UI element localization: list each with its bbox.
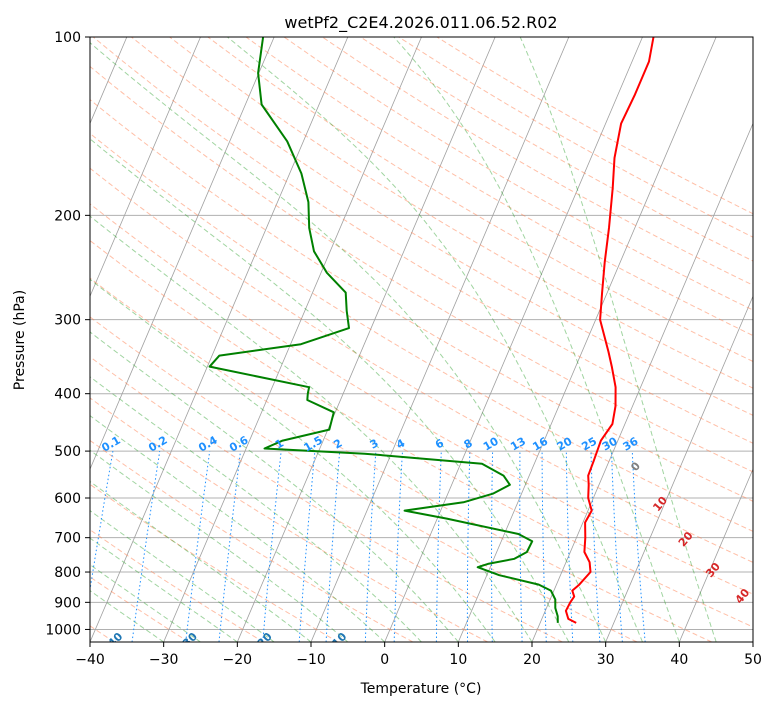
isotherm-line xyxy=(90,37,201,298)
x-tick-label: 0 xyxy=(380,652,389,668)
isotherm-line xyxy=(163,37,422,642)
dry-adiabat-line xyxy=(245,37,753,337)
isotherm-line xyxy=(457,37,717,642)
y-tick-label: 100 xyxy=(54,30,81,46)
isobar-grid xyxy=(90,37,753,630)
mixing-ratio-line xyxy=(298,451,316,642)
dry-adiabat-line xyxy=(90,439,414,642)
y-tick-label: 800 xyxy=(54,565,81,581)
dry-adiabat-line xyxy=(207,37,753,363)
x-tick-label: −20 xyxy=(223,652,253,668)
y-tick-label: 200 xyxy=(54,208,81,224)
x-tick-label: 30 xyxy=(597,652,615,668)
moist-adiabat-line xyxy=(393,37,680,642)
dry-adiabat-line xyxy=(90,483,339,642)
isotherm-line xyxy=(384,37,643,642)
temperature-profile-line xyxy=(564,37,655,624)
x-axis-label: Temperature (°C) xyxy=(360,681,482,697)
moist-adiabats xyxy=(90,37,717,642)
mixing-ratio-line xyxy=(262,451,282,642)
moist-adiabat-line xyxy=(90,138,570,642)
y-tick-label: 400 xyxy=(54,387,81,403)
dry-adiabat-line xyxy=(90,356,563,642)
dry-adiabat-line xyxy=(90,316,638,642)
y-tick-label: 900 xyxy=(54,595,81,611)
isotherm-grid xyxy=(90,37,753,642)
chart-title: wetPf2_C2E4.2026.011.06.52.R02 xyxy=(284,13,557,33)
dry-adiabats xyxy=(90,37,753,642)
moist-adiabat-line xyxy=(90,278,496,642)
isotherm-line xyxy=(605,295,753,642)
isotherm-line xyxy=(90,37,349,642)
mixing-ratio-line xyxy=(90,451,114,593)
y-tick-label: 1000 xyxy=(45,622,81,638)
moist-adiabat-line xyxy=(227,37,643,642)
moist-adiabat-line xyxy=(90,331,459,642)
moist-adiabat-line xyxy=(90,415,386,642)
plot-background xyxy=(90,37,753,642)
sounding-series xyxy=(208,37,655,624)
dry-adiabat-line xyxy=(90,203,753,595)
moist-adiabat-line xyxy=(90,589,164,642)
y-tick-label: 600 xyxy=(54,491,81,507)
dry-adiabat-line xyxy=(90,132,753,532)
mixing-ratio-line xyxy=(185,451,211,642)
moist-adiabat-line xyxy=(90,564,201,642)
isotherm-line xyxy=(236,37,496,642)
x-tick-label: −40 xyxy=(75,652,105,668)
dry-adiabat-line xyxy=(90,277,712,642)
dry-adiabat-line xyxy=(169,37,753,389)
y-axis-label: Pressure (hPa) xyxy=(12,290,28,390)
dry-adiabat-line xyxy=(131,37,753,416)
dry-adiabat-line xyxy=(90,98,753,502)
x-tick-label: 20 xyxy=(523,652,541,668)
x-tick-label: −10 xyxy=(296,652,326,668)
x-tick-label: 40 xyxy=(670,652,688,668)
plot-area: 0.10.20.40.611.52346810131620253036-100-… xyxy=(90,37,753,642)
moist-adiabat-line xyxy=(90,215,533,642)
mixing-ratio-lines xyxy=(90,451,646,642)
dry-adiabat-line xyxy=(90,239,753,628)
x-tick-label: 10 xyxy=(449,652,467,668)
x-tick-label: 50 xyxy=(744,652,762,668)
axes: −40 −30 −20 −10 0 10 20 30 40 50 100 200 300 400 500 60… xyxy=(45,30,762,668)
moist-adiabat-line xyxy=(90,376,422,642)
y-tick-label: 700 xyxy=(54,531,81,547)
y-tick-label: 300 xyxy=(54,313,81,329)
plot-frame xyxy=(89,36,754,643)
dry-adiabat-line xyxy=(90,167,753,563)
moist-adiabat-line xyxy=(90,537,238,642)
isotherm-line xyxy=(90,37,275,471)
moist-adiabat-line xyxy=(90,449,349,642)
mixing-ratio-line xyxy=(631,451,646,642)
mixing-ratio-line xyxy=(131,451,161,642)
x-tick-label: −30 xyxy=(149,652,179,668)
isotherm-line xyxy=(678,468,753,642)
dewpoint-profile-line xyxy=(208,37,559,623)
dry-adiabat-line xyxy=(90,397,488,642)
y-tick-label: 500 xyxy=(54,444,81,460)
moist-adiabat-line xyxy=(519,37,717,642)
mixing-ratio-line xyxy=(218,451,241,642)
dry-adiabat-line xyxy=(90,529,264,642)
